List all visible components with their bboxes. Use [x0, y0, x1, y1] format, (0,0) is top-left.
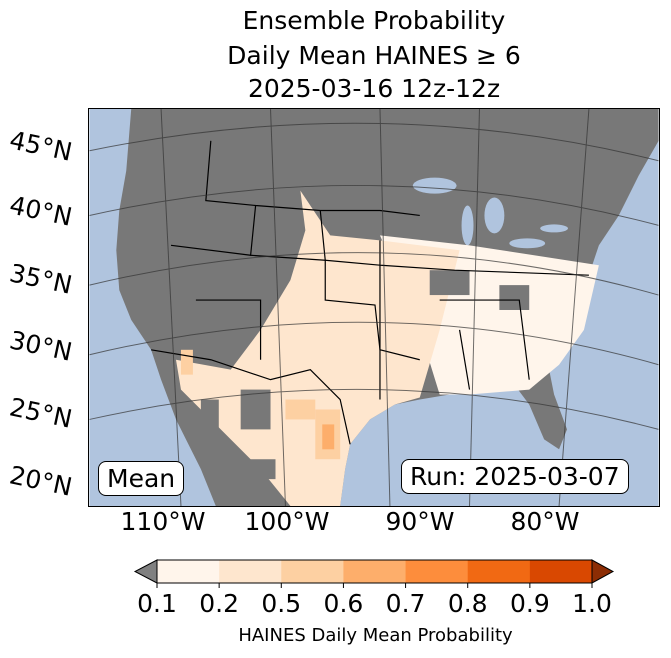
colorbar-segment: [529, 560, 593, 583]
state-borders: [151, 140, 589, 445]
colorbar-tick-label: 0.5: [261, 589, 302, 618]
lon-label: 80°W: [510, 507, 580, 536]
lat-label: 20°N: [6, 460, 75, 502]
title-line-1: Ensemble Probability: [242, 6, 506, 35]
graticule: [89, 108, 659, 507]
lat-label: 35°N: [6, 258, 75, 300]
colorbar-tick-label: 0.7: [385, 589, 426, 618]
colorbar-tick-label: 0.1: [137, 589, 177, 618]
colorbar-over-arrow: [591, 559, 615, 584]
lat-label: 30°N: [6, 325, 75, 367]
map-canvas: [89, 108, 659, 507]
run-label-box: Run: 2025-03-07: [401, 459, 629, 494]
lon-label: 110°W: [120, 507, 206, 536]
colorbar-segment: [219, 560, 282, 583]
colorbar-tick-label: 0.6: [323, 589, 364, 618]
colorbar-segment: [157, 560, 220, 583]
colorbar-under-arrow: [133, 559, 158, 584]
prob-region-0.6: [322, 424, 335, 450]
colorbar-tick-label: 0.2: [199, 589, 240, 618]
title-line-3: 2025-03-16 12z-12z: [247, 74, 501, 103]
lat-label: 25°N: [6, 392, 75, 434]
colorbar-tick-label: 0.8: [447, 589, 488, 618]
title-line-2: Daily Mean HAINES ≥ 6: [227, 41, 521, 70]
colorbar-tick-label: 0.9: [509, 589, 550, 618]
mean-label-box: Mean: [98, 461, 185, 496]
colorbar-segment: [467, 560, 531, 583]
colorbar-segment: [405, 560, 469, 583]
land-gaps: [200, 270, 530, 480]
colorbar-segment: [343, 560, 407, 583]
colorbar-tick-label: 1.0: [572, 589, 612, 618]
probability-map: Mean Run: 2025-03-07: [88, 108, 660, 507]
great-lakes: [412, 177, 569, 249]
colorbar-label: HAINES Daily Mean Probability: [238, 625, 513, 646]
lon-label: 100°W: [244, 507, 330, 536]
colorbar-segment: [281, 560, 344, 583]
lat-label: 40°N: [6, 190, 75, 232]
lon-label: 90°W: [385, 507, 455, 536]
colorbar-outline: [156, 559, 593, 584]
lat-label: 45°N: [6, 125, 75, 167]
colorbar: [133, 559, 615, 588]
